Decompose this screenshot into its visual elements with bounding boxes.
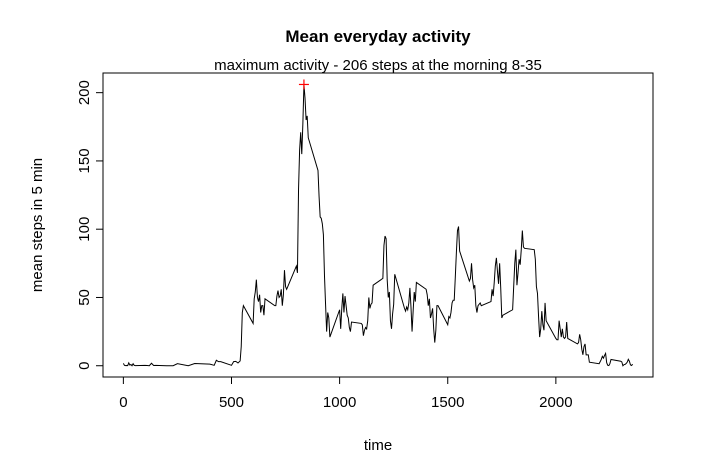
y-tick-label: 0 <box>76 362 93 370</box>
x-axis-label: time <box>364 437 392 454</box>
x-tick-label: 1500 <box>431 394 464 411</box>
x-tick-label: 2000 <box>539 394 572 411</box>
y-tick-label: 50 <box>76 289 93 306</box>
chart-subtitle: maximum activity - 206 steps at the morn… <box>214 57 542 74</box>
x-tick-label: 500 <box>219 394 244 411</box>
x-tick-label: 0 <box>119 394 127 411</box>
data-line <box>122 84 634 367</box>
y-tick-label: 150 <box>76 148 93 173</box>
y-tick-label: 200 <box>76 80 93 105</box>
max-point-marker <box>298 79 309 90</box>
x-tick-label: 1000 <box>323 394 356 411</box>
y-tick-label: 100 <box>76 217 93 242</box>
y-axis-label: mean steps in 5 min <box>29 158 46 292</box>
plot-frame <box>102 72 654 378</box>
chart-title: Mean everyday activity <box>285 27 471 46</box>
